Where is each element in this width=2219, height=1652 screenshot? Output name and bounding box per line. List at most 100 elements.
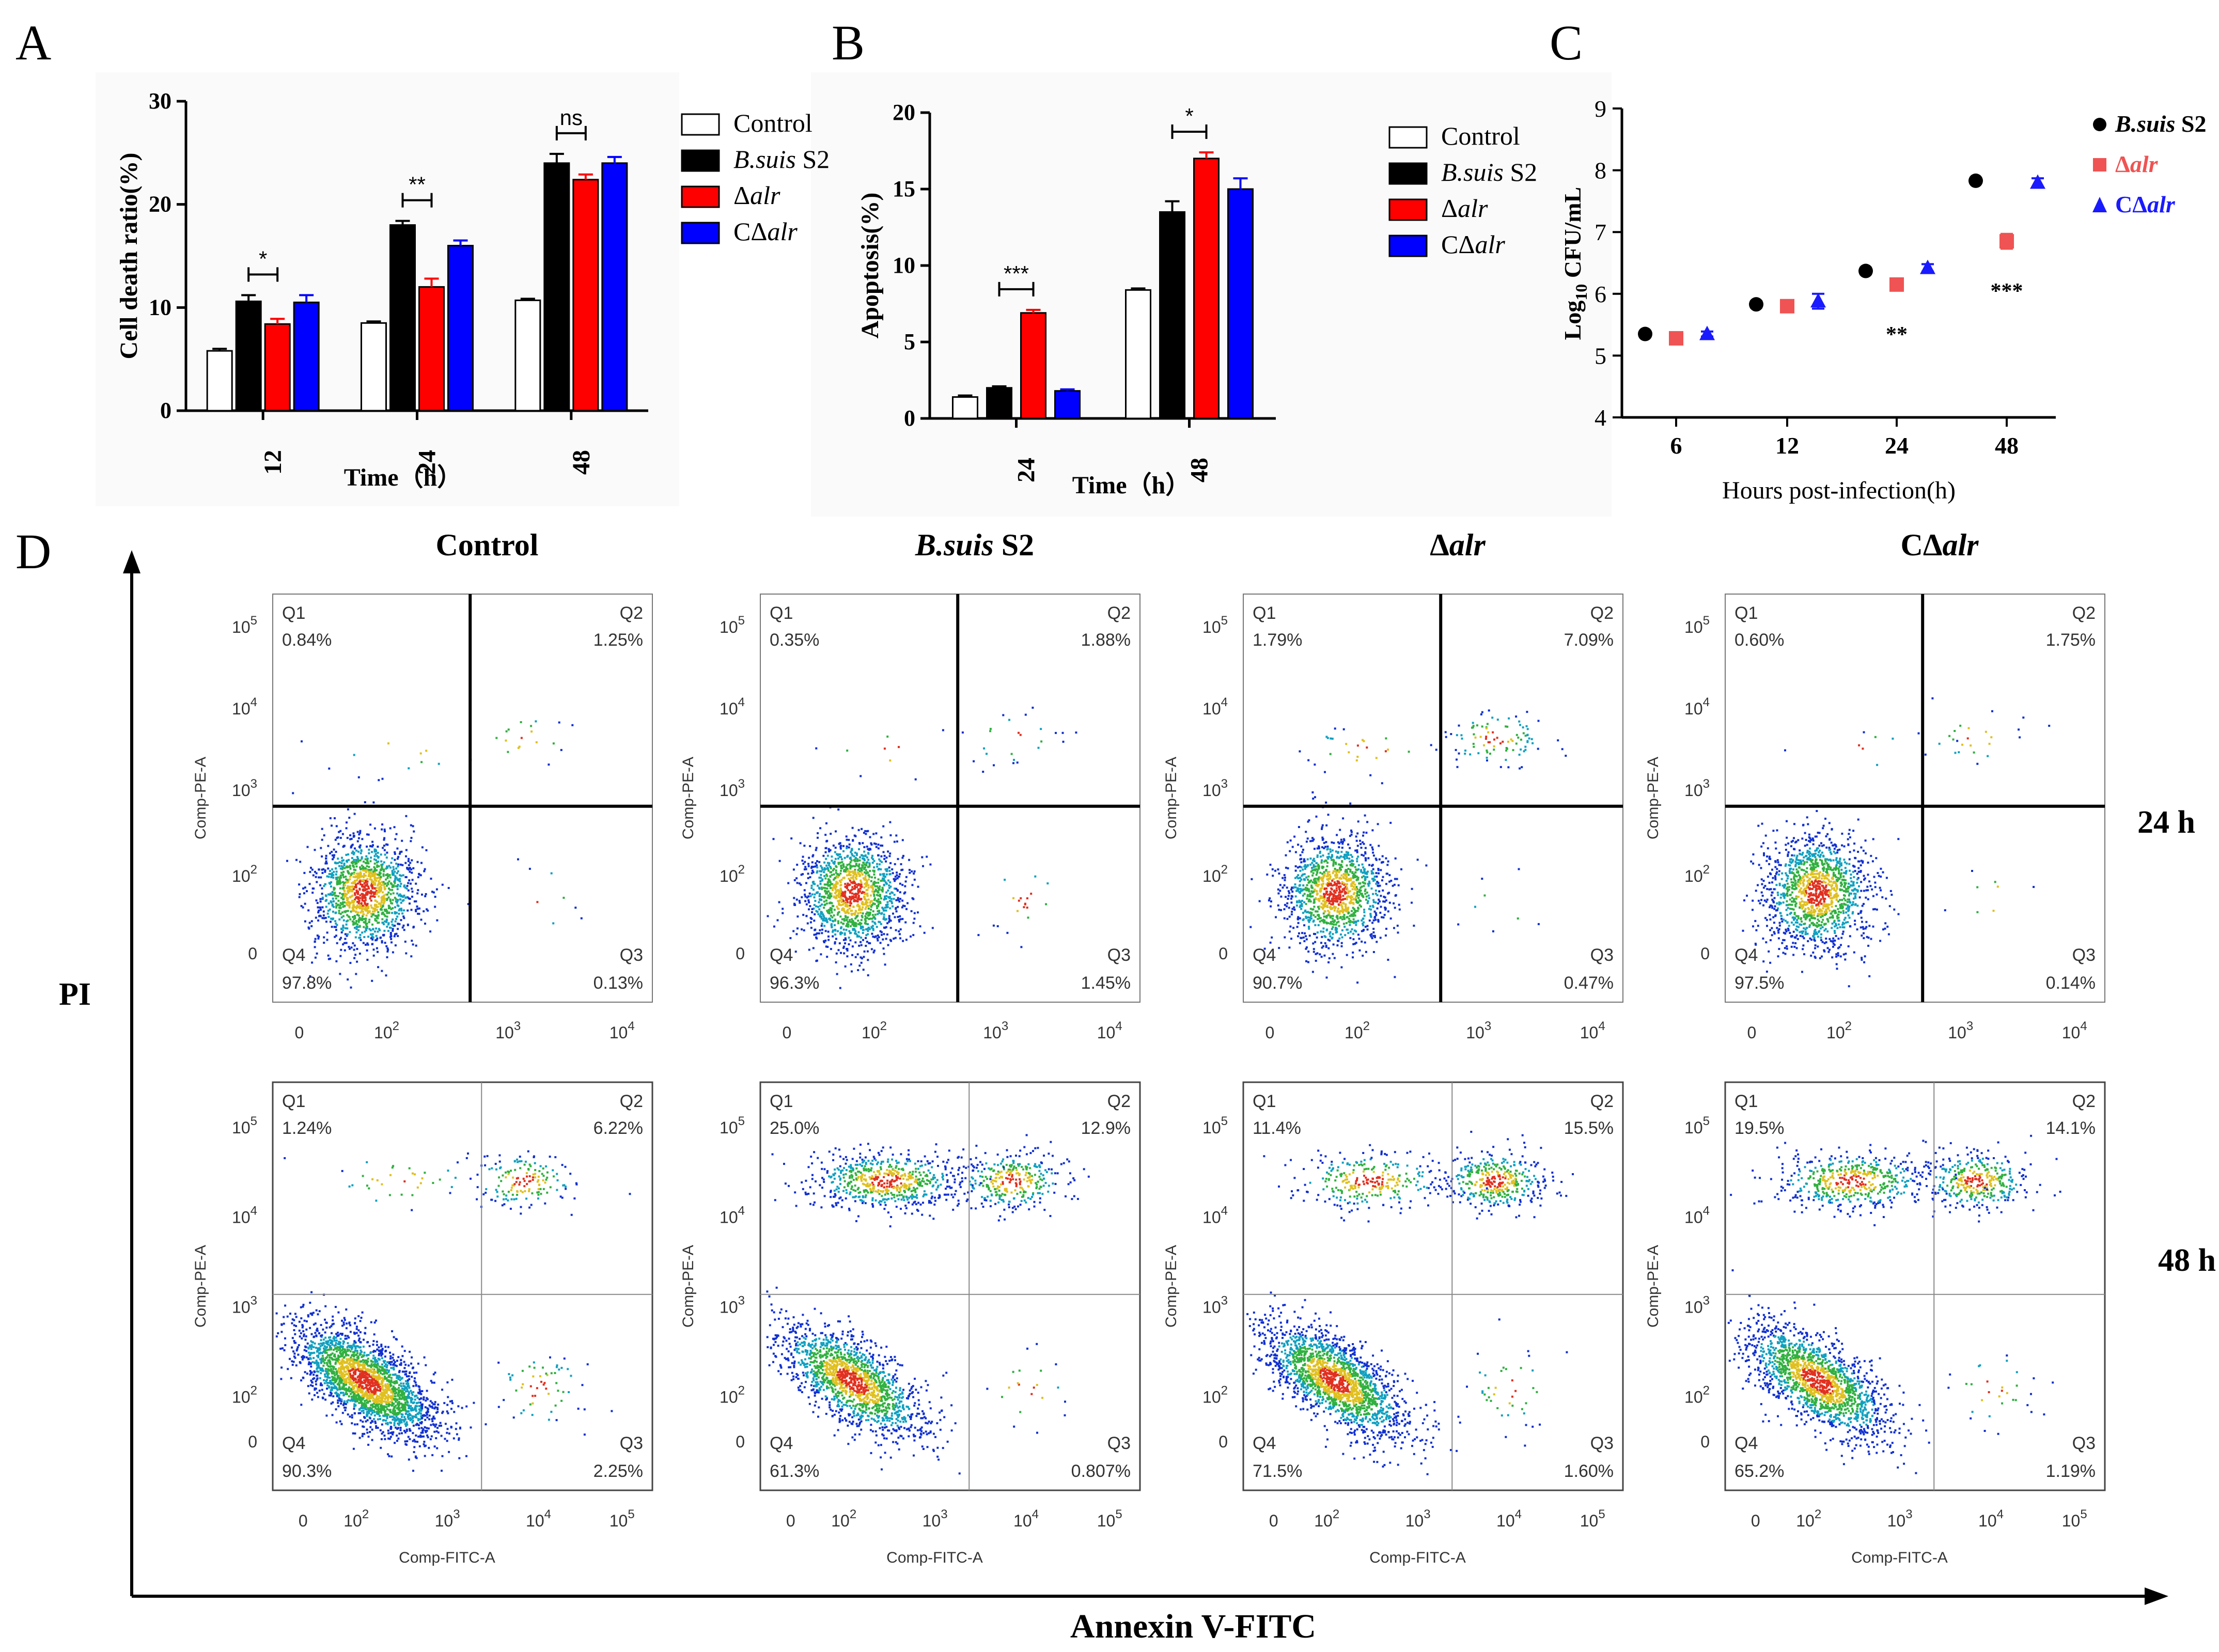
- quadrant-name: Q1: [770, 603, 793, 623]
- quadrant-value-q1: 0.35%: [770, 630, 819, 650]
- y-tick-label: 7: [1595, 219, 1606, 245]
- y-tick-label: 105: [1684, 1114, 1710, 1137]
- legend-label: Δalr: [2115, 151, 2159, 177]
- quadrant-value-q3: 1.19%: [2046, 1461, 2096, 1481]
- cell-events: [1727, 1134, 2061, 1474]
- x-tick-label: 12: [259, 450, 287, 475]
- quadrant-name: Q4: [770, 1433, 793, 1453]
- quadrant-name: Q3: [1107, 1433, 1131, 1453]
- legend-swatch: [681, 149, 720, 172]
- panel-label-C: C: [1550, 15, 1583, 70]
- legend-label: B.suis S2: [2115, 111, 2206, 137]
- column-title: CΔalr: [1901, 528, 1979, 562]
- pi-axis-arrow: [123, 550, 140, 573]
- bar: [986, 387, 1012, 419]
- panel-label-D: D: [15, 524, 51, 579]
- quadrant-value-q1: 25.0%: [770, 1118, 819, 1138]
- y-tick-label: 0: [1700, 1432, 1710, 1451]
- plot-y-title: Comp-PE-A: [1645, 1245, 1662, 1328]
- quadrant-name: Q2: [1590, 603, 1614, 623]
- chart-B: 0 5 10 15 20 24 *** 48 * Apoptosis(%) Time（h） Contr…: [856, 100, 1537, 499]
- legend-label: Control: [1441, 121, 1520, 150]
- quadrant-name: Q3: [2072, 945, 2096, 965]
- y-axis-title: Apoptosis(%): [856, 193, 884, 339]
- data-point-square: [1889, 277, 1904, 292]
- quadrant-value-q2: 14.1%: [2046, 1118, 2096, 1138]
- y-tick-label: 5: [904, 329, 915, 354]
- y-tick-label: 15: [893, 176, 915, 201]
- y-tick-label: 0: [736, 944, 745, 963]
- bar: [572, 179, 599, 412]
- quadrant-name: Q2: [1107, 1092, 1131, 1111]
- x-tick-label: 48: [1995, 432, 2019, 459]
- plot-frame: [759, 1081, 1141, 1491]
- quadrant-value-q3: 0.47%: [1564, 973, 1614, 993]
- plot-y-title: Comp-PE-A: [680, 1245, 697, 1328]
- legend-label: CΔalr: [1441, 230, 1505, 259]
- significance-label: ***: [1991, 279, 2023, 303]
- data-point-triangle: [1810, 293, 1826, 308]
- plot-x-title: Comp-FITC-A: [886, 1549, 983, 1566]
- legend-swatch: [681, 185, 720, 208]
- quadrant-value-q4: 65.2%: [1734, 1461, 1784, 1481]
- quadrant-name: Q2: [620, 603, 643, 623]
- y-tick-label: 0: [904, 406, 915, 431]
- bar: [293, 301, 320, 412]
- legend-label: B.suis S2: [1441, 158, 1537, 186]
- bar: [389, 224, 416, 412]
- chart-A: 0 10 20 30 12 * 24 ** 48 ns Cell death ratio(%) Tim…: [115, 88, 830, 491]
- quadrant-name: Q1: [282, 603, 305, 623]
- y-tick-label: 20: [149, 192, 171, 217]
- significance-label: **: [409, 173, 426, 197]
- quadrant-name: Q3: [1590, 945, 1614, 965]
- legend-label: CΔalr: [2115, 191, 2176, 217]
- quadrant-value-q2: 1.25%: [593, 630, 643, 650]
- y-tick-label: 0: [248, 1432, 257, 1451]
- x-axis-title: Hours post-infection(h): [1722, 477, 1956, 504]
- quadrant-value-q1: 19.5%: [1734, 1118, 1784, 1138]
- quadrant-value-q3: 2.25%: [593, 1461, 643, 1481]
- legend-marker: [2093, 118, 2106, 131]
- x-tick-label: 102: [343, 1507, 369, 1530]
- plot-frame: [760, 594, 1140, 1003]
- quadrant-name: Q4: [1734, 1433, 1758, 1453]
- quadrant-value-q1: 1.79%: [1253, 630, 1302, 650]
- quadrant-name: Q1: [1253, 603, 1276, 623]
- x-tick-label: 6: [1670, 432, 1682, 459]
- plot-frame: [1242, 1081, 1624, 1491]
- quadrant-value-q2: 15.5%: [1564, 1118, 1614, 1138]
- quadrant-name: Q3: [1590, 1433, 1614, 1453]
- column-title: Control: [436, 528, 539, 562]
- legend-label: Control: [733, 108, 812, 137]
- quadrant-value-q4: 96.3%: [770, 973, 819, 993]
- y-tick-label: 30: [149, 88, 171, 114]
- quadrant-value-q2: 1.88%: [1081, 630, 1131, 650]
- bar: [543, 162, 570, 412]
- data-point-square: [1669, 331, 1683, 346]
- x-tick-label: 0: [1751, 1511, 1760, 1530]
- legend-swatch: [1388, 235, 1428, 257]
- cell-events: [1742, 697, 2051, 988]
- bar: [1159, 211, 1185, 419]
- legend-swatch: [1388, 126, 1428, 149]
- column-title: B.suis S2: [915, 528, 1034, 562]
- y-tick-label: 0: [1218, 944, 1228, 963]
- bar: [264, 323, 291, 412]
- quadrant-name: Q3: [620, 1433, 643, 1453]
- bar: [601, 162, 628, 412]
- bar: [418, 286, 445, 412]
- legend-label: Δalr: [733, 181, 780, 210]
- quadrant-value-q4: 71.5%: [1253, 1461, 1302, 1481]
- y-tick-label: 9: [1595, 96, 1606, 122]
- significance-label: **: [1886, 323, 1908, 347]
- cell-events: [286, 720, 583, 989]
- x-axis-title: Time（h）: [344, 464, 462, 491]
- quadrant-name: Q4: [282, 945, 305, 965]
- quadrant-value-q2: 7.09%: [1564, 630, 1614, 650]
